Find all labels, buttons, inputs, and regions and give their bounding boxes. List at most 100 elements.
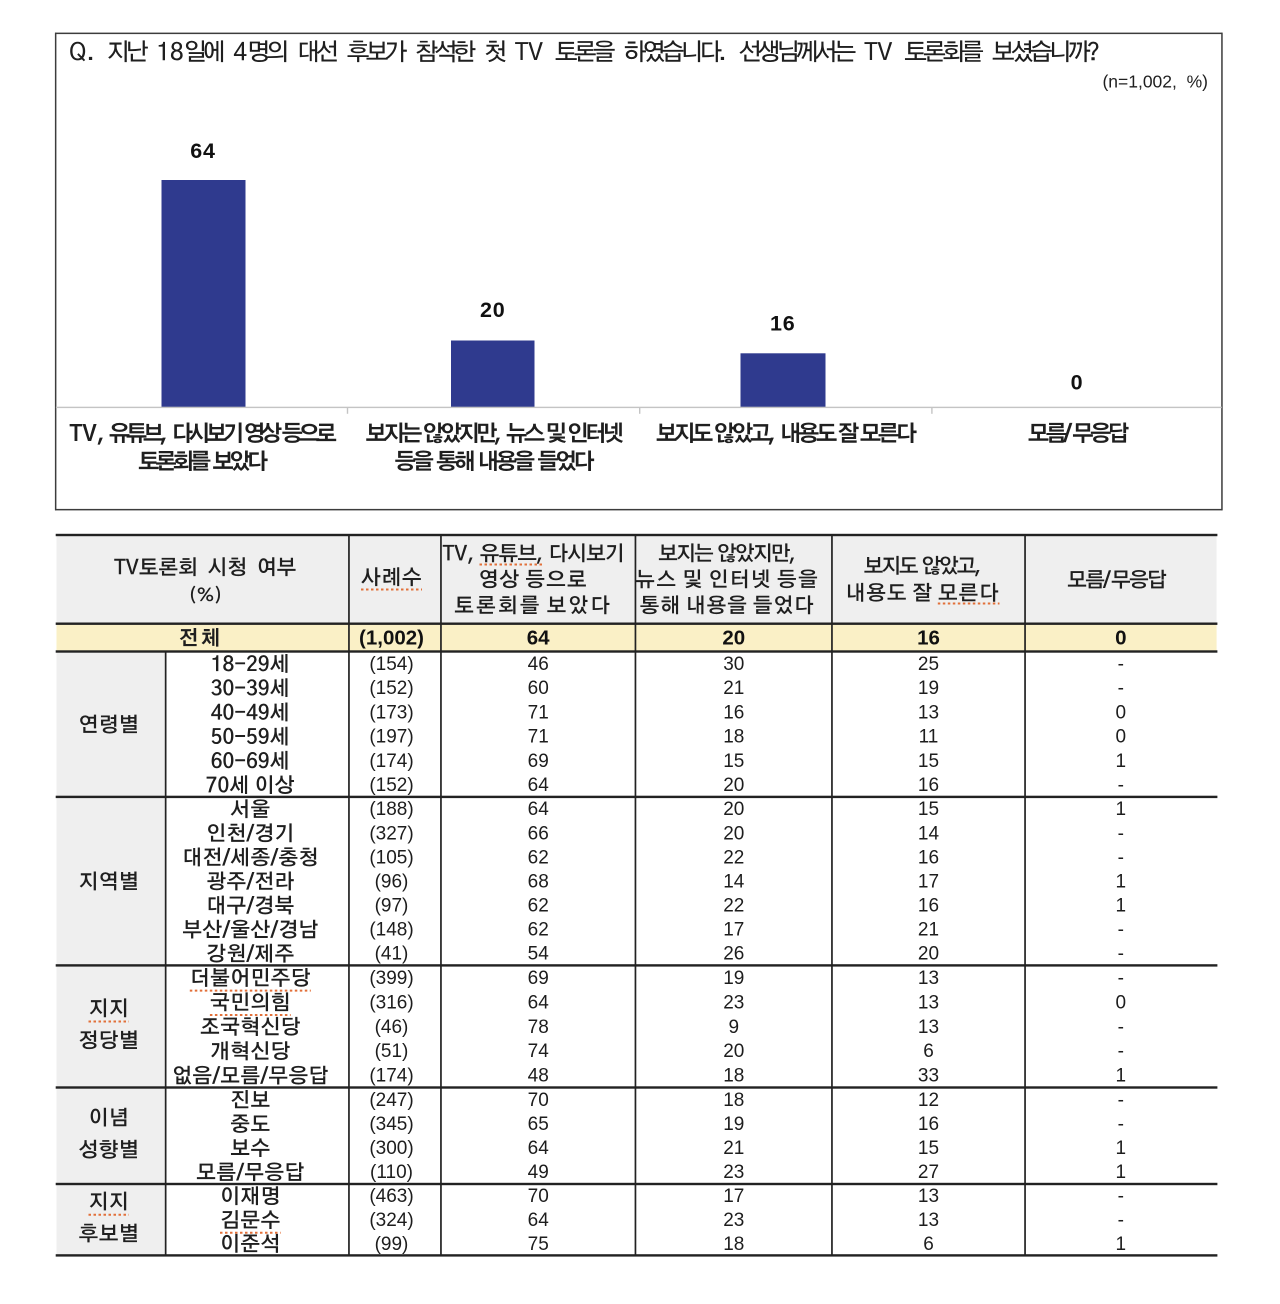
svg-text:19: 19 xyxy=(723,1114,744,1135)
svg-text:64: 64 xyxy=(528,992,550,1013)
svg-text:17: 17 xyxy=(918,871,939,892)
svg-text:20: 20 xyxy=(723,823,744,844)
svg-text:64: 64 xyxy=(190,139,216,163)
svg-text:(97): (97) xyxy=(375,896,409,917)
svg-text:71: 71 xyxy=(528,702,549,723)
svg-text:46: 46 xyxy=(528,654,549,675)
svg-text:75: 75 xyxy=(528,1234,549,1255)
svg-text:(99): (99) xyxy=(375,1234,409,1255)
svg-text:64: 64 xyxy=(528,1138,550,1159)
svg-text:17: 17 xyxy=(723,1186,744,1207)
svg-text:19: 19 xyxy=(918,678,939,699)
svg-text:13: 13 xyxy=(918,992,939,1013)
svg-text:(51): (51) xyxy=(375,1041,409,1062)
svg-text:-: - xyxy=(1118,823,1124,844)
svg-text:15: 15 xyxy=(918,751,939,772)
svg-text:14: 14 xyxy=(723,871,745,892)
svg-text:-: - xyxy=(1118,1017,1124,1038)
svg-text:-: - xyxy=(1118,944,1124,965)
svg-text:15: 15 xyxy=(723,751,744,772)
svg-text:13: 13 xyxy=(918,1210,939,1231)
svg-text:23: 23 xyxy=(723,992,744,1013)
svg-text:62: 62 xyxy=(528,847,549,868)
svg-text:15: 15 xyxy=(918,1138,939,1159)
svg-text:(152): (152) xyxy=(369,775,413,796)
svg-text:26: 26 xyxy=(723,944,744,965)
svg-text:68: 68 xyxy=(528,871,549,892)
svg-text:25: 25 xyxy=(918,654,939,675)
svg-text:20: 20 xyxy=(480,298,506,322)
svg-text:20: 20 xyxy=(723,1041,744,1062)
svg-text:69: 69 xyxy=(528,968,549,989)
svg-text:(327): (327) xyxy=(369,823,413,844)
svg-text:17: 17 xyxy=(723,920,744,941)
svg-text:64: 64 xyxy=(527,626,550,649)
svg-text:16: 16 xyxy=(770,312,796,336)
svg-text:62: 62 xyxy=(528,920,549,941)
svg-text:71: 71 xyxy=(528,727,549,748)
svg-text:21: 21 xyxy=(723,678,744,699)
svg-text:27: 27 xyxy=(918,1162,939,1183)
svg-text:60: 60 xyxy=(528,678,549,699)
svg-text:21: 21 xyxy=(918,920,939,941)
svg-text:20: 20 xyxy=(723,775,744,796)
svg-text:69: 69 xyxy=(528,751,549,772)
svg-text:70: 70 xyxy=(528,1186,549,1207)
svg-text:11: 11 xyxy=(919,727,939,748)
svg-text:64: 64 xyxy=(528,775,550,796)
svg-text:1: 1 xyxy=(1116,871,1127,892)
svg-text:13: 13 xyxy=(918,968,939,989)
svg-text:70: 70 xyxy=(528,1090,549,1111)
svg-text:6: 6 xyxy=(923,1041,934,1062)
svg-text:-: - xyxy=(1118,1186,1124,1207)
svg-text:0: 0 xyxy=(1116,727,1127,748)
svg-text:1: 1 xyxy=(1116,896,1127,917)
svg-text:18: 18 xyxy=(723,1234,744,1255)
svg-text:0: 0 xyxy=(1115,626,1126,649)
svg-text:(399): (399) xyxy=(369,968,413,989)
svg-text:14: 14 xyxy=(918,823,940,844)
svg-text:(173): (173) xyxy=(369,702,413,723)
svg-text:-: - xyxy=(1118,775,1124,796)
svg-text:(345): (345) xyxy=(369,1114,413,1135)
svg-text:(174): (174) xyxy=(369,1066,413,1087)
svg-text:20: 20 xyxy=(723,799,744,820)
svg-text:(1,002): (1,002) xyxy=(359,626,424,649)
svg-text:22: 22 xyxy=(723,847,744,868)
svg-text:(152): (152) xyxy=(369,678,413,699)
svg-text:20: 20 xyxy=(722,626,745,649)
svg-text:(197): (197) xyxy=(369,727,413,748)
svg-text:1: 1 xyxy=(1116,1234,1127,1255)
svg-text:-: - xyxy=(1118,968,1124,989)
svg-text:-: - xyxy=(1118,678,1124,699)
svg-text:-: - xyxy=(1118,1041,1124,1062)
svg-text:13: 13 xyxy=(918,1186,939,1207)
svg-text:(n=1,002, %): (n=1,002, %) xyxy=(1102,72,1208,92)
svg-text:49: 49 xyxy=(528,1162,549,1183)
svg-text:(41): (41) xyxy=(375,944,409,965)
svg-text:16: 16 xyxy=(918,1114,939,1135)
svg-text:(324): (324) xyxy=(369,1210,413,1231)
svg-text:(110): (110) xyxy=(370,1162,413,1183)
svg-text:-: - xyxy=(1118,1090,1124,1111)
svg-text:1: 1 xyxy=(1116,1066,1127,1087)
svg-text:9: 9 xyxy=(729,1017,740,1038)
svg-text:-: - xyxy=(1118,654,1124,675)
svg-text:0: 0 xyxy=(1071,371,1083,395)
svg-text:65: 65 xyxy=(528,1114,549,1135)
svg-text:23: 23 xyxy=(723,1162,744,1183)
svg-text:16: 16 xyxy=(917,626,940,649)
svg-text:1: 1 xyxy=(1116,1162,1127,1183)
svg-text:18: 18 xyxy=(723,1090,744,1111)
svg-text:16: 16 xyxy=(723,702,744,723)
svg-text:33: 33 xyxy=(918,1066,939,1087)
svg-text:64: 64 xyxy=(528,799,550,820)
svg-text:16: 16 xyxy=(918,847,939,868)
svg-text:22: 22 xyxy=(723,896,744,917)
svg-text:54: 54 xyxy=(528,944,550,965)
svg-text:13: 13 xyxy=(918,1017,939,1038)
svg-text:15: 15 xyxy=(918,799,939,820)
svg-text:64: 64 xyxy=(528,1210,550,1231)
svg-text:0: 0 xyxy=(1116,992,1127,1013)
svg-text:30: 30 xyxy=(723,654,744,675)
